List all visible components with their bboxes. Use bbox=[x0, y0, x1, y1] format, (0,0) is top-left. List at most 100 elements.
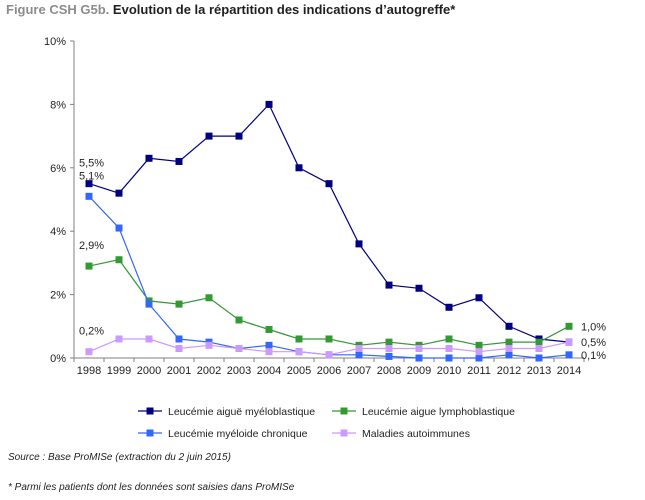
legend-item: Leucémie aigue lymphoblastique bbox=[332, 406, 515, 418]
data-point bbox=[325, 335, 333, 343]
data-point bbox=[295, 164, 303, 172]
data-point bbox=[85, 262, 93, 270]
figure-title: Evolution de la répartition des indicati… bbox=[112, 2, 456, 17]
data-point bbox=[475, 341, 483, 349]
x-tick-label: 2001 bbox=[167, 365, 191, 377]
data-point bbox=[235, 316, 243, 324]
data-point bbox=[565, 338, 573, 346]
x-tick-label: 2002 bbox=[197, 365, 221, 377]
data-point bbox=[145, 300, 153, 308]
data-point bbox=[505, 351, 513, 359]
data-point bbox=[85, 348, 93, 356]
legend-label: Leucémie aiguë myéloblastique bbox=[168, 406, 315, 418]
series-group bbox=[85, 256, 573, 349]
legend-marker bbox=[340, 407, 348, 415]
legend-label: Leucémie myéloide chronique bbox=[168, 428, 308, 440]
data-label: 5,1% bbox=[79, 170, 104, 182]
x-tick-label: 2000 bbox=[137, 365, 161, 377]
data-point bbox=[475, 348, 483, 356]
x-tick-label: 2013 bbox=[527, 365, 551, 377]
data-point bbox=[415, 284, 423, 292]
data-point bbox=[385, 338, 393, 346]
data-point bbox=[565, 351, 573, 359]
data-point bbox=[535, 344, 543, 352]
data-point bbox=[265, 341, 273, 349]
x-tick-label: 2005 bbox=[287, 365, 311, 377]
data-point bbox=[445, 335, 453, 343]
legend-item: Maladies autoimmunes bbox=[332, 428, 470, 440]
data-point bbox=[505, 322, 513, 330]
series-line bbox=[88, 195, 570, 359]
figure-number: Figure CSH G5b. bbox=[6, 2, 110, 17]
chart-title: Figure CSH G5b. Evolution de la répartit… bbox=[6, 2, 455, 17]
data-point bbox=[355, 344, 363, 352]
data-point bbox=[115, 224, 123, 232]
x-tick-label: 2014 bbox=[557, 365, 581, 377]
data-point bbox=[175, 157, 183, 165]
data-point bbox=[385, 352, 393, 360]
x-tick-label: 2011 bbox=[467, 365, 491, 377]
y-tick-label: 10% bbox=[44, 36, 66, 48]
data-point bbox=[385, 344, 393, 352]
data-point bbox=[325, 180, 333, 188]
data-point bbox=[535, 354, 543, 362]
data-point bbox=[295, 335, 303, 343]
x-tick-label: 2003 bbox=[227, 365, 251, 377]
chart-legend: Leucémie aiguë myéloblastique Leucémie ai… bbox=[138, 406, 515, 440]
data-point bbox=[235, 132, 243, 140]
chart-axes: 0% 2% 4% 6% 8% 10% 1998 1999 2000 2001 2002 2003 200… bbox=[44, 36, 585, 377]
legend-marker bbox=[146, 407, 154, 415]
x-tick-label: 2010 bbox=[437, 365, 461, 377]
legend-label: Maladies autoimmunes bbox=[362, 428, 470, 440]
x-tick-label: 2008 bbox=[377, 365, 401, 377]
data-point bbox=[355, 240, 363, 248]
data-point bbox=[175, 300, 183, 308]
legend-marker bbox=[146, 429, 154, 437]
series-line bbox=[88, 259, 570, 346]
data-point bbox=[265, 348, 273, 356]
footnote: * Parmi les patients dont les données so… bbox=[8, 482, 295, 493]
y-tick-label: 8% bbox=[50, 99, 66, 111]
x-tick-label: 2004 bbox=[257, 365, 281, 377]
data-point bbox=[355, 351, 363, 359]
data-point bbox=[265, 325, 273, 333]
data-point bbox=[205, 341, 213, 349]
data-label: 1,0% bbox=[581, 321, 606, 333]
y-tick-label: 2% bbox=[50, 290, 66, 302]
data-point bbox=[295, 348, 303, 356]
data-point bbox=[445, 303, 453, 311]
data-point bbox=[565, 322, 573, 330]
x-tick-label: 2007 bbox=[347, 365, 371, 377]
data-label: 0,1% bbox=[581, 350, 606, 362]
x-tick-label: 2009 bbox=[407, 365, 431, 377]
data-point bbox=[535, 338, 543, 346]
data-point bbox=[175, 344, 183, 352]
data-label: 0,2% bbox=[79, 326, 104, 338]
y-tick-label: 0% bbox=[50, 353, 66, 365]
data-point bbox=[235, 344, 243, 352]
data-point bbox=[385, 281, 393, 289]
data-point bbox=[415, 354, 423, 362]
data-point bbox=[475, 354, 483, 362]
legend-item: Leucémie aiguë myéloblastique bbox=[138, 406, 315, 418]
data-point bbox=[145, 335, 153, 343]
data-point bbox=[175, 335, 183, 343]
y-tick-label: 4% bbox=[50, 226, 66, 238]
data-label: 0,5% bbox=[581, 337, 606, 349]
line-chart: 0% 2% 4% 6% 8% 10% 1998 1999 2000 2001 2002 2003 200… bbox=[44, 36, 606, 440]
x-tick-label: 2012 bbox=[497, 365, 521, 377]
x-tick-label: 2006 bbox=[317, 365, 341, 377]
y-tick-label: 6% bbox=[50, 163, 66, 175]
data-point bbox=[265, 100, 273, 108]
chart-series bbox=[85, 100, 573, 362]
legend-marker bbox=[340, 429, 348, 437]
data-point bbox=[205, 294, 213, 302]
data-label: 2,9% bbox=[79, 240, 104, 252]
x-tick-label: 1998 bbox=[77, 365, 101, 377]
data-point bbox=[205, 132, 213, 140]
data-point bbox=[85, 192, 93, 200]
data-point bbox=[445, 344, 453, 352]
chart-annotations: 5,5%5,1% 2,9% 0,2% 1,0% 0,5%0,1% bbox=[79, 158, 606, 362]
series-group bbox=[85, 335, 573, 359]
source-note: Source : Base ProMISe (extraction du 2 j… bbox=[8, 452, 231, 463]
